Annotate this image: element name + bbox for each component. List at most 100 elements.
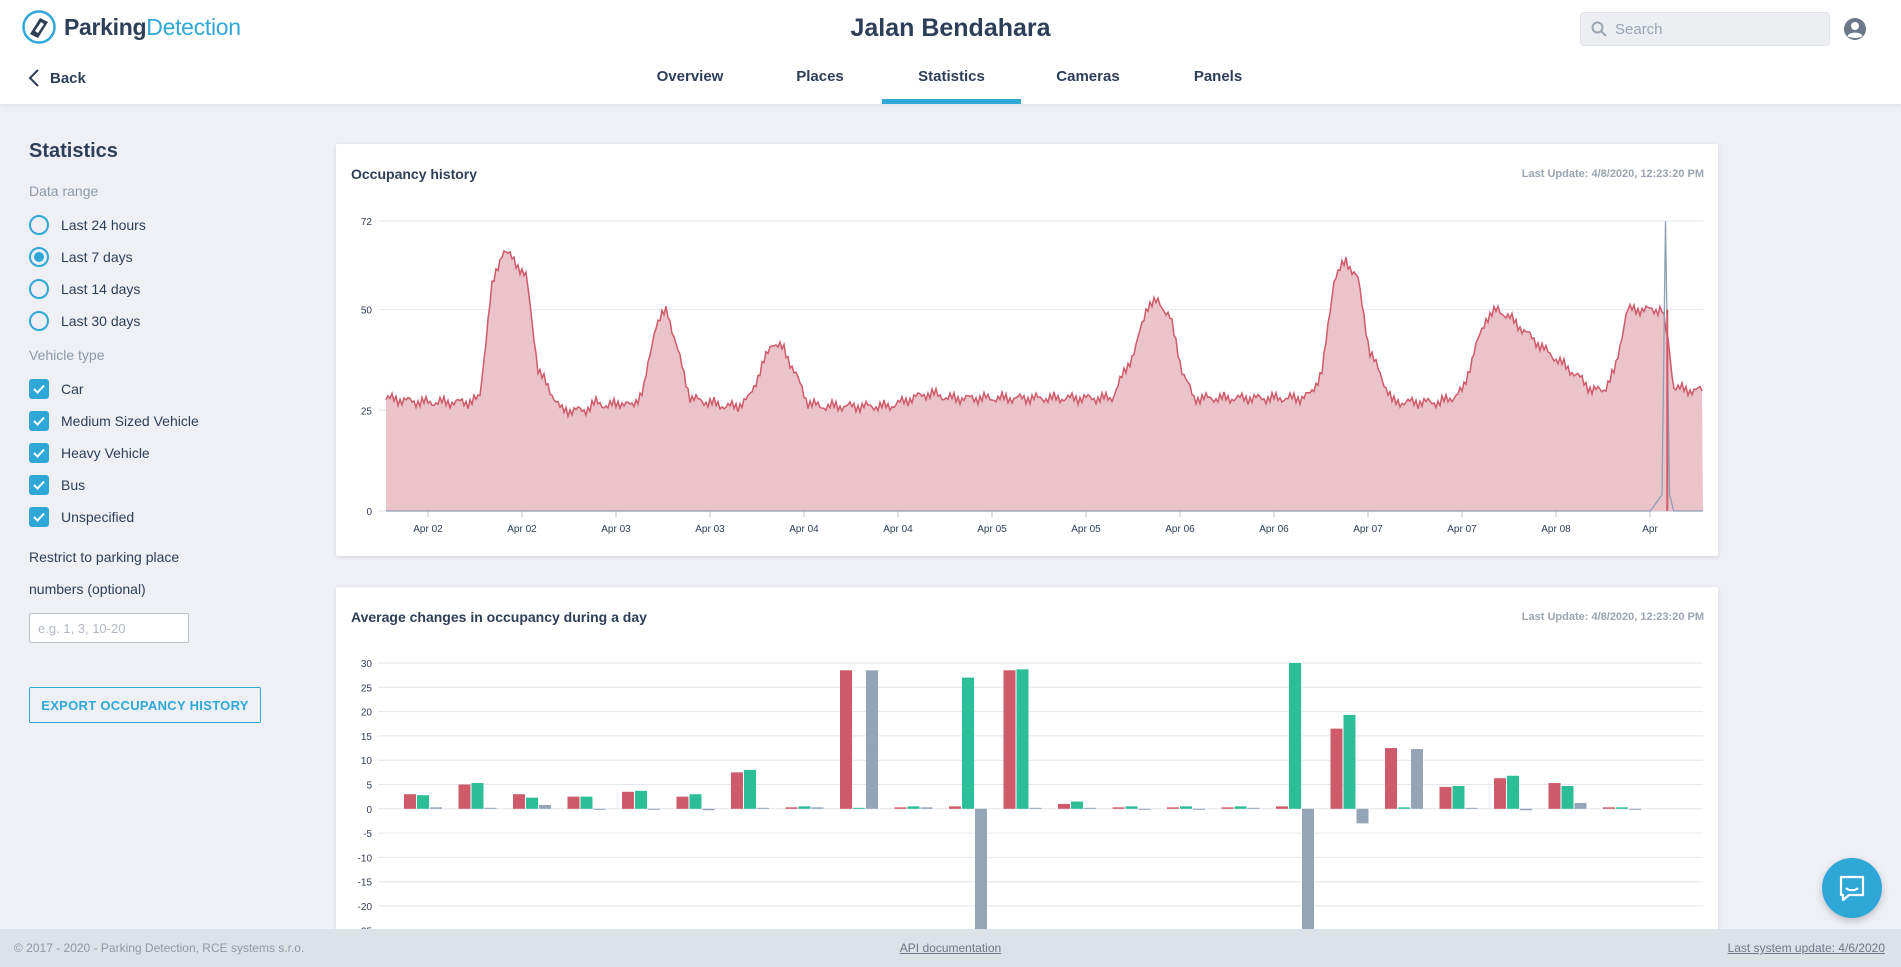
bar <box>1330 728 1343 809</box>
radio-button[interactable] <box>29 279 49 299</box>
bar <box>1071 801 1083 809</box>
vehicle-type-label: Vehicle type <box>29 347 105 363</box>
range-option-30d[interactable]: Last 30 days <box>29 305 289 337</box>
bar <box>1629 808 1641 810</box>
vehicle-option-heavy[interactable]: Heavy Vehicle <box>29 437 289 469</box>
bar <box>1411 749 1423 809</box>
bar <box>471 783 484 809</box>
bar <box>702 808 715 811</box>
tab-cameras[interactable]: Cameras <box>1056 68 1120 85</box>
y-tick-label: -20 <box>358 902 373 913</box>
last-system-update-link[interactable]: Last system update: 4/6/2020 <box>1727 941 1885 955</box>
checkbox-checked[interactable] <box>29 443 49 463</box>
bar <box>1016 669 1029 809</box>
checkbox-checked[interactable] <box>29 507 49 527</box>
bar <box>593 808 606 810</box>
x-tick-label: Apr 03 <box>601 524 631 535</box>
tab-statistics[interactable]: Statistics <box>882 62 1021 104</box>
bar <box>513 794 525 809</box>
tab-bar: Overview Places Statistics Cameras Panel… <box>0 62 1901 104</box>
y-tick-label: 25 <box>361 406 373 417</box>
vehicle-option-bus[interactable]: Bus <box>29 469 289 501</box>
range-option-7d[interactable]: Last 7 days <box>29 241 289 273</box>
bar <box>757 807 769 809</box>
bar <box>1125 806 1138 809</box>
bar <box>1302 808 1314 931</box>
x-tick-label: Apr 03 <box>695 524 725 535</box>
bar <box>1574 802 1587 809</box>
y-tick-label: 20 <box>361 708 373 719</box>
occupancy-series-line <box>385 249 1703 420</box>
tab-places[interactable]: Places <box>796 68 844 85</box>
range-label: Last 7 days <box>61 249 133 265</box>
bar <box>1561 785 1574 809</box>
last-update: Last Update: 4/8/2020, 12:23:20 PM <box>1521 611 1704 623</box>
bar <box>744 769 756 809</box>
range-option-14d[interactable]: Last 14 days <box>29 273 289 305</box>
brand-logo[interactable]: ParkingDetection <box>22 10 241 44</box>
chat-bubble-icon <box>1839 875 1865 902</box>
x-tick-label: Apr 05 <box>977 524 1007 535</box>
bar <box>1343 715 1356 809</box>
checkbox-checked[interactable] <box>29 379 49 399</box>
y-tick-label: 72 <box>361 217 373 228</box>
bar <box>1138 808 1151 810</box>
brand-name: ParkingDetection <box>64 13 241 40</box>
x-tick-label: Apr 07 <box>1353 524 1383 535</box>
search-box[interactable] <box>1580 12 1830 46</box>
checkmark-icon <box>33 416 45 426</box>
bar <box>1221 807 1234 809</box>
y-tick-label: -5 <box>363 829 372 840</box>
vehicle-option-unspecified[interactable]: Unspecified <box>29 501 289 533</box>
y-tick-label: 30 <box>361 659 373 670</box>
tab-panels[interactable]: Panels <box>1193 68 1243 85</box>
bar <box>840 670 852 809</box>
bar <box>1180 806 1192 809</box>
checkbox-checked[interactable] <box>29 411 49 431</box>
bar <box>853 807 865 809</box>
bar <box>1084 807 1096 809</box>
restrict-label: Restrict to parking place numbers (optio… <box>29 549 180 597</box>
x-tick-label: Apr 06 <box>1165 524 1195 535</box>
sidebar-title: Statistics <box>29 140 118 162</box>
range-option-24h[interactable]: Last 24 hours <box>29 209 289 241</box>
vehicle-label: Medium Sized Vehicle <box>61 413 199 429</box>
vehicle-label: Unspecified <box>61 509 135 525</box>
copyright-text: © 2017 - 2020 - Parking Detection, RCE s… <box>14 941 305 955</box>
vehicle-option-medium[interactable]: Medium Sized Vehicle <box>29 405 289 437</box>
checkbox-checked[interactable] <box>29 475 49 495</box>
tab-overview[interactable]: Overview <box>656 68 724 85</box>
bar <box>526 797 538 809</box>
radio-button-selected[interactable] <box>29 247 49 267</box>
bar <box>404 794 416 809</box>
checkmark-icon <box>33 480 45 490</box>
x-tick-label: Apr <box>1642 524 1658 535</box>
parking-place-numbers-input[interactable] <box>29 613 189 643</box>
bar <box>484 807 497 809</box>
bar <box>1548 783 1561 809</box>
last-update: Last Update: 4/8/2020, 12:23:20 PM <box>1521 168 1704 180</box>
user-account-icon[interactable] <box>1843 17 1867 41</box>
occupancy-history-chart: 0 25 50 72 Apr 02 Apr 02 Apr 03 Apr 03 Apr 04 Apr… <box>361 217 1703 535</box>
bar <box>567 796 580 809</box>
statistics-sidebar: Statistics Data range Last 24 hours Last… <box>29 140 289 723</box>
vehicle-option-car[interactable]: Car <box>29 373 289 405</box>
x-tick-label: Apr 08 <box>1541 524 1571 535</box>
api-documentation-link[interactable]: API documentation <box>899 941 1002 955</box>
vehicle-label: Car <box>61 381 84 397</box>
y-tick-label: -15 <box>358 878 373 889</box>
bar <box>949 806 961 809</box>
radio-button[interactable] <box>29 215 49 235</box>
export-occupancy-button[interactable]: EXPORT OCCUPANCY HISTORY <box>29 687 261 723</box>
bar <box>1452 785 1465 809</box>
x-tick-label: Apr 07 <box>1447 524 1477 535</box>
back-button[interactable]: Back <box>28 68 86 88</box>
search-input[interactable] <box>1615 20 1815 38</box>
bar <box>417 795 429 809</box>
bar <box>648 808 660 810</box>
average-changes-card: Average changes in occupancy during a da… <box>336 587 1718 967</box>
chat-button[interactable] <box>1822 858 1882 918</box>
radio-button[interactable] <box>29 311 49 331</box>
bar <box>1616 807 1628 809</box>
